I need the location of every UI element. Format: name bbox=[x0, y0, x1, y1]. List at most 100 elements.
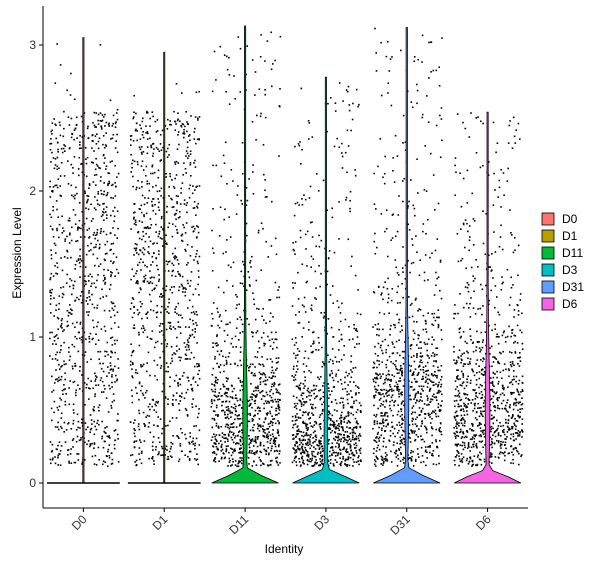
data-point bbox=[53, 336, 56, 338]
data-point bbox=[167, 226, 169, 229]
data-point bbox=[130, 228, 132, 230]
data-point bbox=[117, 461, 120, 463]
data-point bbox=[101, 380, 104, 383]
data-point bbox=[84, 190, 86, 192]
data-point bbox=[303, 296, 306, 299]
data-point bbox=[57, 142, 59, 144]
data-point bbox=[235, 405, 237, 408]
data-point bbox=[328, 397, 330, 399]
data-point bbox=[100, 125, 102, 127]
data-point bbox=[171, 403, 174, 405]
data-point bbox=[407, 223, 409, 226]
data-point bbox=[376, 366, 378, 369]
data-point bbox=[222, 383, 224, 386]
data-point bbox=[402, 142, 404, 144]
data-point bbox=[191, 403, 193, 405]
data-point bbox=[174, 308, 176, 310]
data-point bbox=[64, 378, 66, 381]
data-point bbox=[387, 82, 390, 84]
data-point bbox=[397, 386, 399, 388]
data-point bbox=[147, 405, 150, 408]
data-point bbox=[317, 376, 319, 379]
data-point bbox=[66, 250, 69, 253]
data-point bbox=[50, 254, 53, 256]
jitter-points-d3 bbox=[291, 82, 362, 468]
data-point bbox=[403, 462, 405, 464]
data-point bbox=[56, 262, 58, 264]
data-point bbox=[68, 460, 70, 463]
data-point bbox=[517, 414, 519, 417]
data-point bbox=[397, 458, 400, 460]
data-point bbox=[226, 361, 228, 364]
data-point bbox=[519, 329, 521, 332]
data-point bbox=[319, 398, 321, 401]
data-point bbox=[389, 400, 391, 403]
data-point bbox=[505, 408, 507, 410]
data-point bbox=[306, 389, 309, 392]
data-point bbox=[71, 322, 74, 325]
data-point bbox=[424, 254, 427, 256]
data-point bbox=[460, 228, 462, 230]
data-point bbox=[101, 435, 104, 438]
data-point bbox=[298, 443, 301, 446]
data-point bbox=[323, 311, 326, 314]
data-point bbox=[234, 335, 237, 338]
data-point bbox=[80, 227, 82, 230]
data-point bbox=[395, 266, 397, 269]
data-point bbox=[270, 68, 273, 71]
data-point bbox=[339, 453, 342, 455]
data-point bbox=[350, 390, 352, 392]
data-point bbox=[298, 350, 301, 352]
data-point bbox=[396, 291, 398, 294]
data-point bbox=[156, 402, 159, 404]
data-point bbox=[482, 446, 484, 449]
data-point bbox=[413, 360, 416, 363]
data-point bbox=[253, 452, 256, 454]
data-point bbox=[347, 85, 350, 88]
data-point bbox=[231, 423, 234, 425]
data-point bbox=[149, 218, 152, 220]
data-point bbox=[171, 235, 174, 238]
data-point bbox=[463, 363, 465, 365]
data-point bbox=[342, 100, 344, 102]
data-point bbox=[328, 438, 330, 441]
data-point bbox=[399, 369, 401, 371]
data-point bbox=[94, 126, 96, 128]
data-point bbox=[54, 335, 57, 337]
data-point bbox=[353, 427, 355, 429]
data-point bbox=[151, 255, 154, 258]
data-point bbox=[496, 296, 498, 298]
data-point bbox=[276, 450, 279, 452]
data-point bbox=[64, 238, 67, 240]
data-point bbox=[136, 139, 138, 142]
data-point bbox=[162, 287, 164, 290]
data-point bbox=[104, 427, 106, 429]
data-point bbox=[94, 393, 96, 395]
data-point bbox=[180, 396, 183, 398]
data-point bbox=[498, 362, 501, 365]
data-point bbox=[225, 423, 228, 426]
data-point bbox=[383, 388, 385, 391]
data-point bbox=[295, 407, 298, 410]
data-point bbox=[114, 147, 117, 149]
data-point bbox=[184, 433, 186, 436]
data-point bbox=[59, 64, 62, 66]
data-point bbox=[225, 437, 227, 439]
data-point bbox=[194, 166, 197, 168]
data-point bbox=[417, 392, 419, 394]
data-point bbox=[327, 387, 330, 389]
data-point bbox=[349, 406, 352, 408]
data-point bbox=[437, 324, 440, 327]
data-point bbox=[102, 391, 105, 393]
data-point bbox=[249, 260, 252, 262]
data-point bbox=[96, 325, 98, 328]
data-point bbox=[165, 242, 168, 245]
data-point bbox=[424, 450, 427, 453]
data-point bbox=[238, 414, 240, 416]
data-point bbox=[252, 193, 255, 195]
data-point bbox=[141, 238, 143, 241]
data-point bbox=[431, 381, 433, 383]
data-point bbox=[315, 422, 318, 425]
data-point bbox=[247, 400, 249, 403]
data-point bbox=[100, 126, 103, 128]
